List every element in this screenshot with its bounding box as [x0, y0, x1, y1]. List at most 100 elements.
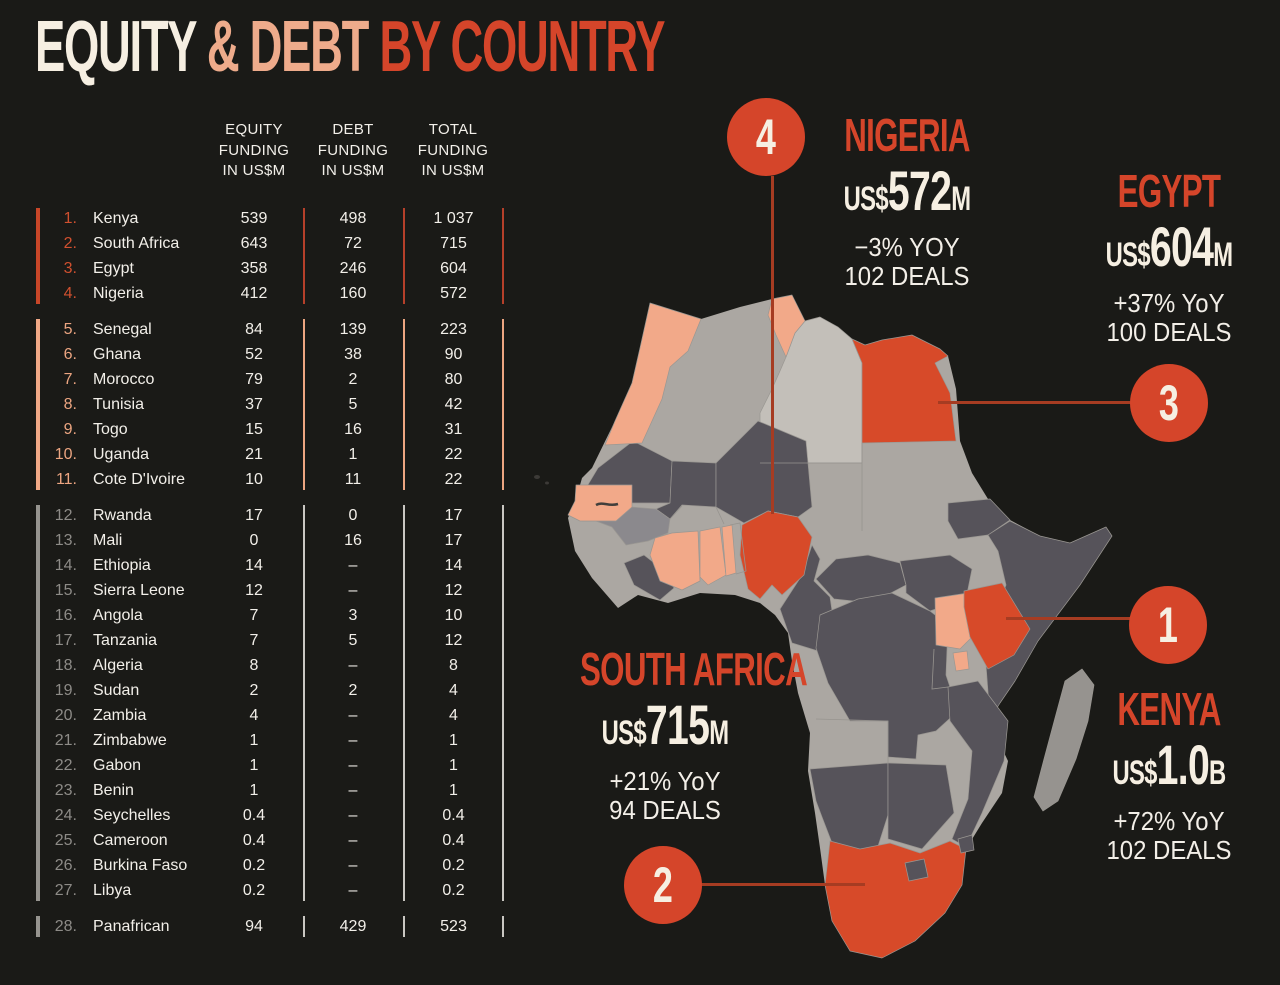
africa-map — [534, 294, 1113, 959]
callout-country-name: SOUTH AFRICA — [580, 643, 808, 695]
map-country-gambia — [595, 502, 619, 507]
table-row: 4. Nigeria 412 160 572 — [63, 284, 467, 302]
table-row: 24. Seychelles 0.4–0.4 — [54, 806, 465, 824]
callout-deals: 94 DEALS — [609, 795, 721, 825]
map-islands — [534, 475, 540, 479]
table-row: 20. Zambia 4–4 — [54, 706, 458, 724]
map-country-somalia — [985, 520, 1113, 720]
leader-line-nigeria — [771, 176, 774, 514]
callout-funding-value: US$604M — [1105, 215, 1233, 278]
table-row: 8. Tunisia 37 5 42 — [63, 395, 463, 413]
callout-deals: 102 DEALS — [1106, 835, 1232, 865]
callout-country-name: NIGERIA — [844, 109, 970, 161]
leader-line-south-africa — [701, 883, 865, 886]
column-header-total-funding: TOTAL FUNDING IN US$M — [417, 121, 489, 179]
column-header-debt-funding: DEBT FUNDING IN US$M — [317, 121, 389, 179]
table-row: 17. Tanzania 7 5 12 — [54, 631, 463, 649]
table-row: 3. Egypt 358 246 604 — [63, 259, 467, 277]
column-separator — [303, 319, 305, 490]
table-row: 19. Sudan 2 2 4 — [54, 681, 458, 699]
table-row: 9. Togo 15 16 31 — [63, 420, 463, 438]
map-country-nigeria — [739, 510, 813, 600]
table-row: 11. Cote D'Ivoire 10 11 22 — [55, 470, 463, 488]
table-group: 12. Rwanda 17 0 17 13. Mali 0 16 17 14. Ethiopia 14–… — [33, 503, 504, 903]
callout-funding-value: US$1.0B — [1112, 733, 1226, 796]
callout-country-name: KENYA — [1117, 683, 1221, 735]
title-segment-equity: EQUITY — [35, 7, 207, 87]
map-country-botswana — [887, 762, 955, 850]
table-row: 15. Sierra Leone 12–12 — [54, 581, 463, 599]
map-country-rwanda — [952, 650, 970, 672]
map-country-tunisia — [767, 294, 806, 358]
table-row: 16. Angola 7 3 10 — [54, 606, 463, 624]
callout-deals: 102 DEALS — [844, 261, 970, 291]
column-separator — [303, 505, 305, 901]
map-country-cote-divoire — [649, 530, 701, 591]
callout-funding-value: US$715M — [601, 693, 729, 756]
map-country-togo — [721, 524, 737, 577]
callout-egypt: EGYPT US$604M +37% YoY 100 DEALS — [1054, 166, 1280, 347]
column-separator — [403, 319, 405, 490]
table-row: 12. Rwanda 17 0 17 — [54, 506, 463, 524]
leader-line-egypt — [938, 401, 1132, 404]
title-segment-by-country: BY COUNTRY — [379, 7, 665, 87]
callout-yoy: +37% YoY — [1113, 288, 1225, 318]
table-row: 7. Morocco 79 2 80 — [63, 370, 463, 388]
column-separator — [403, 208, 405, 304]
callout-country-name: EGYPT — [1117, 165, 1221, 217]
callout-yoy: −3% YOY — [854, 232, 960, 262]
table-group: 1. Kenya 539 498 1 037 2. South Africa 643 72 715… — [33, 206, 504, 306]
title-segment-and-debt: & DEBT — [206, 7, 380, 87]
map-country-lesotho — [904, 858, 929, 882]
table-row: 5. Senegal 84 139 223 — [63, 320, 467, 338]
map-country-liberia — [623, 554, 675, 601]
map-country-south-africa — [824, 840, 967, 959]
table-row: 14. Ethiopia 14–14 — [54, 556, 463, 574]
callout-kenya: KENYA US$1.0B +72% YoY 102 DEALS — [1054, 684, 1280, 865]
table-row: 27. Libya 0.2–0.2 — [54, 881, 465, 899]
table-row: 1. Kenya 539 498 1 037 — [63, 209, 474, 227]
map-islands — [545, 481, 549, 485]
callout-yoy: +72% YoY — [1113, 806, 1225, 836]
leader-line-kenya — [1006, 617, 1131, 620]
table-row: 23. Benin 1–1 — [54, 781, 458, 799]
callout-funding-value: US$572M — [843, 159, 971, 222]
column-separator — [303, 208, 305, 304]
map-country-madagascar — [1033, 668, 1095, 812]
column-separator — [403, 505, 405, 901]
table-row: 2. South Africa 643 72 715 — [63, 234, 467, 252]
column-separator — [502, 208, 504, 304]
table-row: 22. Gabon 1–1 — [54, 756, 458, 774]
map-country-eswatini — [957, 834, 975, 854]
callout-yoy: +21% YoY — [609, 766, 721, 796]
table-group: 5. Senegal 84 139 223 6. Ghana 52 38 90 7. Morocco 7… — [33, 317, 504, 492]
table-row: 26. Burkina Faso 0.2–0.2 — [54, 856, 465, 874]
page-title: EQUITY & DEBT BY COUNTRY — [35, 7, 665, 87]
funding-table: 1. Kenya 539 498 1 037 2. South Africa 643 72 715… — [33, 206, 504, 950]
table-group: 28. Panafrican 94 429 523 — [33, 914, 504, 939]
map-border-lines — [669, 443, 949, 763]
column-header-equity-funding: EQUITY FUNDING IN US$M — [218, 121, 290, 179]
column-separator — [502, 319, 504, 490]
table-row: 21. Zimbabwe 1–1 — [54, 731, 458, 749]
callout-south-africa: SOUTH AFRICA US$715M +21% YoY 94 DEALS — [540, 643, 808, 825]
map-country-morocco — [604, 302, 702, 446]
map-country-egypt — [851, 334, 957, 444]
callout-deals: 100 DEALS — [1106, 317, 1232, 347]
table-row: 18. Algeria 8–8 — [54, 656, 458, 674]
rank-badge-egypt: 3 — [1130, 364, 1208, 442]
rank-badge-kenya: 1 — [1129, 586, 1207, 664]
rank-badge-nigeria: 4 — [727, 98, 805, 176]
table-row: 6. Ghana 52 38 90 — [63, 345, 463, 363]
map-country-drc — [815, 592, 959, 760]
table-row: 13. Mali 0 16 17 — [54, 531, 463, 549]
callout-nigeria: NIGERIA US$572M −3% YOY 102 DEALS — [792, 110, 1022, 291]
column-separator — [403, 916, 405, 937]
rank-badge-south-africa: 2 — [624, 846, 702, 924]
map-country-kenya — [963, 582, 1031, 670]
table-row: 28. Panafrican 94 429 523 — [54, 917, 467, 935]
map-country-ghana — [699, 526, 727, 586]
table-row: 10. Uganda 21 1 22 — [54, 445, 463, 463]
column-separator — [502, 916, 504, 937]
